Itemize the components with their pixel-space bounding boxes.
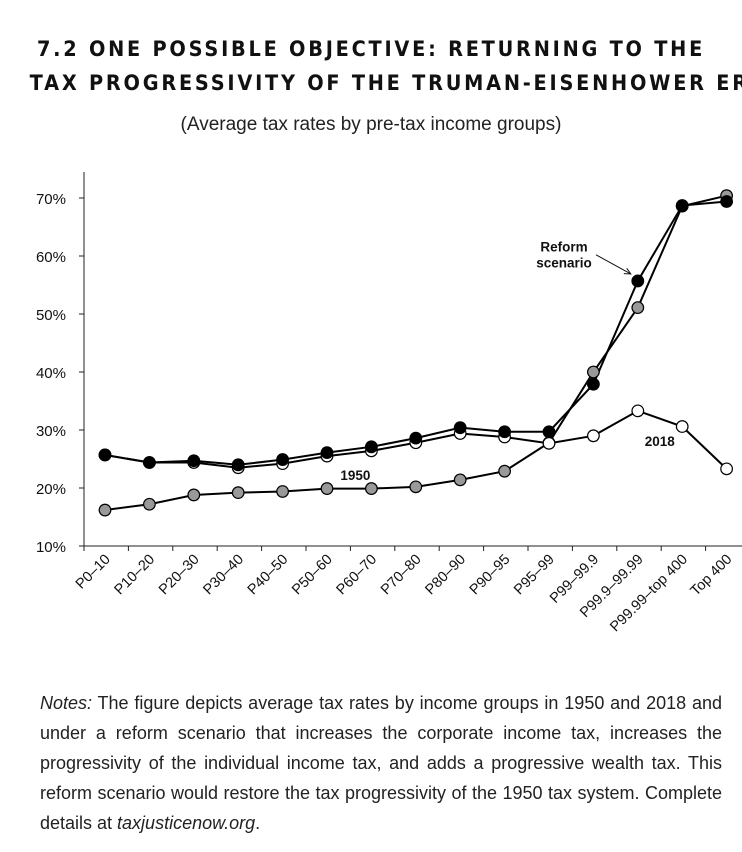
data-point-1950 — [631, 301, 645, 315]
data-point-2018 — [587, 429, 600, 443]
data-point-1950 — [187, 488, 201, 502]
data-point-reform-scenario — [453, 421, 467, 435]
y-tick-label: 20% — [36, 481, 66, 498]
x-tick-label: P30–40 — [200, 552, 247, 599]
data-point-2018 — [675, 420, 689, 433]
data-point-reform-scenario — [276, 453, 290, 466]
x-tick-label: P0–10 — [73, 552, 114, 593]
series-label-1950: 1950 — [340, 468, 370, 483]
y-tick-label: 50% — [36, 307, 66, 324]
data-point-reform-scenario — [720, 195, 733, 208]
y-tick-label: 30% — [36, 423, 66, 440]
x-tick-label: P60–70 — [334, 552, 381, 599]
x-tick-label: P50–60 — [289, 552, 336, 599]
data-point-reform-scenario — [675, 199, 689, 212]
data-point-1950 — [231, 486, 245, 500]
x-tick-label: P90–95 — [467, 552, 514, 599]
annotation-arrow-line — [595, 254, 632, 275]
chart-points — [98, 189, 733, 517]
x-tick-label: P40–50 — [245, 552, 292, 599]
data-point-reform-scenario — [187, 454, 201, 468]
chart-axes: 10% 20% 30% 40% 50% 60% 70% P0–10P10–20P20–30P3… — [36, 172, 742, 635]
data-point-1950 — [498, 464, 512, 478]
figure-notes: Notes: The figure depicts average tax ra… — [40, 688, 722, 838]
data-point-2018 — [542, 436, 556, 450]
notes-suffix: . — [255, 813, 261, 833]
y-tick-label: 40% — [36, 365, 66, 382]
series-label-reform-line1: Reform — [540, 239, 587, 254]
data-point-reform-scenario — [320, 446, 334, 460]
data-point-1950 — [320, 482, 334, 495]
data-point-reform-scenario — [587, 377, 600, 391]
y-tick-label: 60% — [36, 249, 66, 266]
data-point-1950 — [365, 482, 378, 495]
line-chart: 10% 20% 30% 40% 50% 60% 70% P0–10P10–20P20–30P3… — [36, 172, 742, 635]
data-point-reform-scenario — [231, 458, 245, 472]
chart-title: 7.2 ONE POSSIBLE OBJECTIVE: RETURNING TO… — [29, 32, 742, 100]
x-tick-label: P10–20 — [112, 552, 159, 599]
y-tick-label: 70% — [36, 191, 66, 208]
annotation-arrow-head — [623, 267, 632, 275]
data-point-1950 — [142, 497, 156, 511]
x-tick-label: Top 400 — [688, 552, 736, 600]
notes-body: The figure depicts average tax rates by … — [40, 693, 722, 833]
data-point-reform-scenario — [98, 448, 112, 462]
series-label-2018: 2018 — [645, 434, 676, 449]
notes-prefix: Notes: — [40, 693, 93, 713]
data-point-reform-scenario — [498, 425, 512, 439]
chart-subtitle: (Average tax rates by pre-tax income gro… — [180, 114, 562, 135]
chart-annotations: 1950 2018 Reform scenario — [340, 239, 675, 483]
data-point-1950 — [409, 480, 423, 494]
notes-link[interactable]: taxjusticenow.org — [117, 813, 256, 833]
data-point-1950 — [276, 485, 290, 498]
data-point-reform-scenario — [409, 431, 423, 445]
data-point-2018 — [720, 462, 733, 476]
x-tick-label: P80–90 — [422, 552, 469, 599]
x-tick-label: P20–30 — [156, 552, 203, 599]
x-tick-label: P70–80 — [378, 552, 425, 599]
data-point-reform-scenario — [631, 274, 645, 288]
data-point-reform-scenario — [365, 440, 378, 454]
chart-title-line1: 7.2 ONE POSSIBLE OBJECTIVE: RETURNING TO… — [36, 37, 706, 61]
x-tick-label: P99.99–top 400 — [607, 552, 691, 636]
chart-title-line2: TAX PROGRESSIVITY OF THE TRUMAN-EISENHOW… — [29, 71, 742, 95]
data-point-1950 — [98, 503, 112, 517]
data-point-reform-scenario — [142, 456, 156, 469]
data-point-2018 — [631, 404, 645, 418]
data-point-reform-scenario — [542, 425, 556, 439]
series-line-reform-scenario — [104, 200, 727, 466]
data-point-1950 — [453, 473, 467, 487]
y-tick-label: 10% — [36, 539, 66, 556]
data-point-1950 — [587, 365, 600, 379]
series-label-reform-line2: scenario — [536, 256, 592, 271]
